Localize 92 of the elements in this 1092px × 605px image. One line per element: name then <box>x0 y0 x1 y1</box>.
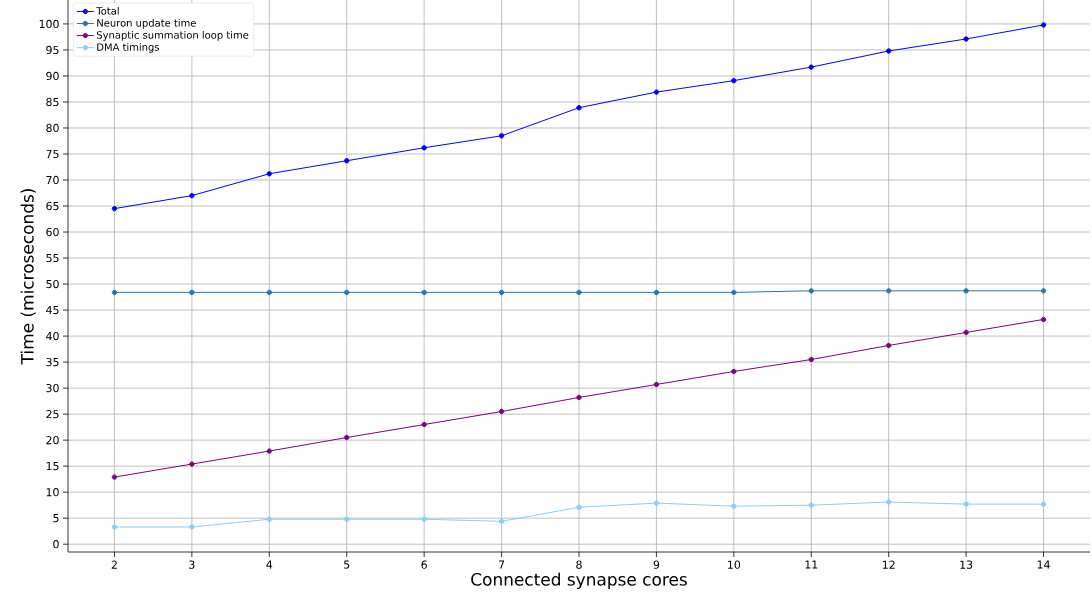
x-axis-title: Connected synapse cores <box>471 572 687 590</box>
legend-label: Neuron update time <box>97 18 196 29</box>
point <box>886 342 892 349</box>
y-tick-label: 75 <box>46 149 59 159</box>
point <box>266 289 272 296</box>
point <box>576 105 582 111</box>
point <box>421 516 427 522</box>
x-tick-label: 3 <box>189 560 195 569</box>
y-tick-label: 0 <box>53 540 59 549</box>
point <box>266 171 272 177</box>
point <box>886 48 892 54</box>
y-tick-label: 45 <box>46 306 59 315</box>
point <box>1040 501 1047 507</box>
point <box>266 516 272 522</box>
point <box>266 448 272 454</box>
point <box>576 289 582 296</box>
y-tick-label: 65 <box>46 201 59 211</box>
x-tick-label: 8 <box>576 560 582 569</box>
x-tick-label: 11 <box>805 560 818 569</box>
x-tick-label: 2 <box>111 560 117 569</box>
y-tick-label: 60 <box>46 227 59 237</box>
point <box>1040 288 1047 294</box>
point <box>344 516 350 522</box>
point <box>886 499 892 505</box>
y-tick-label: 95 <box>46 45 59 55</box>
point <box>653 289 660 296</box>
point <box>344 434 350 441</box>
point <box>576 394 582 401</box>
y-tick-label: 15 <box>46 462 59 471</box>
x-tick-label: 4 <box>266 560 273 569</box>
y-tick-label: 55 <box>46 253 59 263</box>
point <box>576 504 582 510</box>
point <box>189 289 195 296</box>
point <box>344 158 350 164</box>
x-tick-label: 10 <box>728 560 741 569</box>
point <box>731 503 737 509</box>
y-tick-label: 80 <box>46 123 59 133</box>
legend-label: DMA timings <box>97 43 160 53</box>
y-tick-label: 25 <box>46 409 59 419</box>
point <box>189 192 195 199</box>
point <box>498 408 505 415</box>
x-tick-label: 13 <box>960 560 973 569</box>
x-tick-label: 7 <box>498 560 505 569</box>
x-tick-label: 5 <box>344 560 350 569</box>
point <box>808 502 814 508</box>
point <box>421 289 427 296</box>
point <box>498 133 505 139</box>
y-tick-label: 20 <box>46 436 59 445</box>
legend-label: Synaptic summation loop time <box>96 31 249 41</box>
y-tick-label: 70 <box>46 175 59 185</box>
point <box>421 421 427 428</box>
y-tick-label: 40 <box>46 331 59 341</box>
point <box>111 474 118 480</box>
x-tick-label: 6 <box>421 560 427 569</box>
y-tick-label: 35 <box>46 357 59 367</box>
point <box>421 145 427 151</box>
point <box>731 77 737 84</box>
point <box>963 501 969 507</box>
point <box>653 381 660 388</box>
point <box>498 518 505 524</box>
x-tick-label: 12 <box>882 560 895 569</box>
point <box>189 524 195 530</box>
y-tick-label: 5 <box>53 514 59 523</box>
y-tick-label: 85 <box>46 97 59 107</box>
x-tick-label: 14 <box>1037 560 1050 569</box>
y-axis-title: Time (microseconds) <box>20 189 36 365</box>
point <box>808 64 814 70</box>
point <box>1040 22 1047 28</box>
point <box>498 289 505 296</box>
point <box>111 289 118 296</box>
point <box>808 356 814 363</box>
point <box>111 524 118 530</box>
y-tick-label: 90 <box>46 71 59 81</box>
point <box>653 89 660 95</box>
y-tick-label: 10 <box>46 488 59 497</box>
point <box>886 288 892 294</box>
y-tick-label: 30 <box>46 383 59 393</box>
y-tick-label: 50 <box>46 279 59 289</box>
point <box>731 289 737 296</box>
y-tick-label: 100 <box>39 19 59 29</box>
point <box>731 368 737 375</box>
point <box>963 329 969 336</box>
legend-label: Total <box>96 6 119 15</box>
point <box>808 288 814 294</box>
x-tick-label: 9 <box>653 560 660 569</box>
point <box>653 500 660 506</box>
point <box>963 288 969 294</box>
point <box>189 461 195 467</box>
point <box>963 36 969 42</box>
point <box>1040 316 1047 323</box>
point <box>344 289 350 296</box>
point <box>111 205 118 212</box>
